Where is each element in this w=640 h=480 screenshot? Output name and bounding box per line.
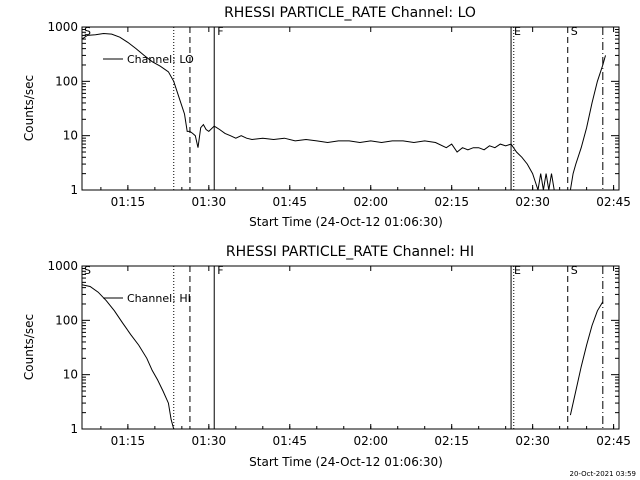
legend-label-hi: Channel: HI — [127, 292, 191, 305]
y-tick-label-hi: 1000 — [47, 259, 78, 273]
x-tick-label-lo: 01:30 — [192, 195, 227, 209]
series-line-lo — [81, 32, 560, 191]
y-tick-label-hi: 1 — [70, 422, 78, 436]
y-tick-label-hi: 10 — [63, 368, 78, 382]
legend-label-lo: Channel: LO — [127, 53, 194, 66]
x-tick-label-hi: 01:45 — [272, 434, 307, 448]
y-axis-label-hi: Counts/sec — [22, 314, 36, 380]
x-tick-label-hi: 02:30 — [515, 434, 550, 448]
x-tick-label-lo: 01:45 — [272, 195, 307, 209]
y-tick-label-hi: 100 — [55, 313, 78, 327]
chart-title-lo: RHESSI PARTICLE_RATE Channel: LO — [224, 5, 476, 21]
y-axis-label-lo: Counts/sec — [22, 75, 36, 141]
generated-marks-lo: 01:15 01:30 01:45 02:00 02:15 02:30 02:45 1 10 10… — [47, 20, 630, 209]
chart-title-hi: RHESSI PARTICLE_RATE Channel: HI — [226, 244, 474, 260]
marker-label-hi: F — [217, 264, 223, 277]
x-tick-label-lo: 01:15 — [111, 195, 146, 209]
y-tick-label-lo: 100 — [55, 74, 78, 88]
x-tick-label-hi: 02:45 — [596, 434, 631, 448]
x-axis-label-lo: Start Time (24-Oct-12 01:06:30) — [249, 215, 443, 229]
marker-label-hi: E — [514, 264, 521, 277]
generated-marks-hi: 01:15 01:30 01:45 02:00 02:15 02:30 02:45 1 10 10… — [47, 259, 630, 448]
x-tick-label-hi: 01:30 — [192, 434, 227, 448]
x-axis-label-hi: Start Time (24-Oct-12 01:06:30) — [249, 455, 443, 469]
x-tick-label-hi: 02:00 — [353, 434, 388, 448]
plot-frame-lo — [81, 26, 620, 191]
series-line-lo — [569, 55, 606, 191]
marker-label-hi: S — [571, 264, 578, 277]
y-tick-label-lo: 10 — [63, 129, 78, 143]
x-tick-label-lo: 02:30 — [515, 195, 550, 209]
x-tick-label-hi: 01:15 — [111, 434, 146, 448]
hi-channel-panel: RHESSI PARTICLE_RATE Channel: HI Counts/… — [22, 244, 631, 469]
timestamp: 20-Oct-2021 03:59 — [570, 470, 636, 478]
x-tick-label-hi: 02:15 — [434, 434, 469, 448]
marker-label-lo: S — [571, 25, 578, 38]
y-tick-label-lo: 1 — [70, 183, 78, 197]
marker-label-lo: E — [514, 25, 521, 38]
marker-label-lo: F — [217, 25, 223, 38]
marker-label-lo: S — [84, 25, 91, 38]
series-line-hi — [81, 284, 175, 430]
x-tick-label-lo: 02:45 — [596, 195, 631, 209]
lo-channel-panel: RHESSI PARTICLE_RATE Channel: LO Counts/… — [22, 5, 631, 229]
x-tick-label-lo: 02:15 — [434, 195, 469, 209]
marker-label-hi: S — [84, 264, 91, 277]
x-tick-label-lo: 02:00 — [353, 195, 388, 209]
plot-frame-hi — [81, 265, 620, 430]
series-line-hi — [569, 301, 604, 416]
y-tick-label-lo: 1000 — [47, 20, 78, 34]
